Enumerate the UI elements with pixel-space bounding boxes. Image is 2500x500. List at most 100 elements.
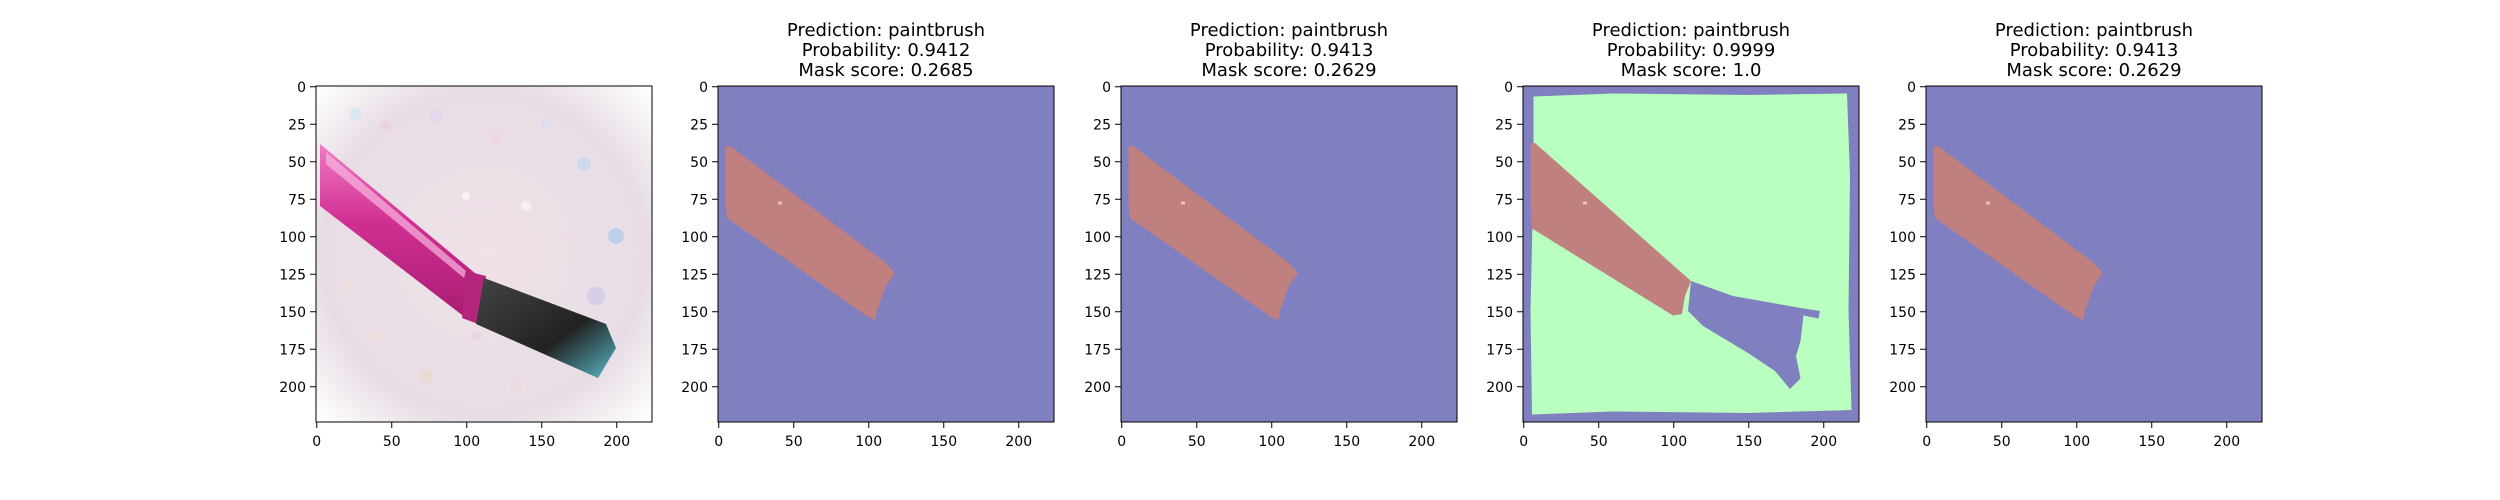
panel-title-line: Mask score: 1.0 [1621,60,1762,81]
y-tick-label: 100 [279,230,306,246]
y-tick-label: 50 [288,155,306,171]
y-tick-label: 50 [1898,155,1916,171]
x-tick-label: 150 [1333,434,1360,450]
y-tick-label: 75 [1093,192,1111,208]
x-tick-label: 150 [2138,434,2165,450]
y-tick-label: 175 [1084,342,1111,358]
x-tick-label: 50 [1590,434,1608,450]
axes-frame [1522,85,1860,423]
y-tick-label: 200 [1889,380,1916,396]
y-tick-label: 175 [1486,342,1513,358]
x-tick-label: 0 [1922,434,1931,450]
axes-frame [315,85,653,423]
panel-title-line: Prediction: paintbrush [787,20,985,41]
x-tick-label: 200 [1408,434,1435,450]
y-tick-label: 25 [288,117,306,133]
y-tick-label: 100 [1486,230,1513,246]
panel-title-line: Prediction: paintbrush [1592,20,1790,41]
mask-brush-region [1530,143,1691,316]
y-tick-label: 200 [1486,380,1513,396]
x-tick-label: 50 [1188,434,1206,450]
panel-title-line: Mask score: 0.2685 [798,60,973,81]
y-tick-label: 175 [279,342,306,358]
mask-background [1121,86,1457,422]
x-tick-label: 0 [1117,434,1126,450]
y-tick-label: 125 [681,267,708,283]
x-tick-label: 50 [383,434,401,450]
y-tick-label: 50 [1093,155,1111,171]
mask-speck [1986,201,1990,205]
panel-photo [315,85,653,423]
x-tick-label: 100 [1660,434,1687,450]
y-tick-label: 25 [1495,117,1513,133]
x-tick-label: 100 [2063,434,2090,450]
panel-mask-1 [717,85,1055,423]
x-tick-label: 100 [1258,434,1285,450]
y-tick-label: 150 [279,305,306,321]
panel-title-line: Probability: 0.9412 [802,40,971,61]
panel-mask-3 [1522,85,1860,423]
panel-title-line: Probability: 0.9413 [1205,40,1374,61]
y-tick-label: 75 [690,192,708,208]
x-tick-label: 200 [2213,434,2240,450]
x-tick-label: 0 [1519,434,1528,450]
paintbrush-bristles [476,278,616,378]
y-tick-label: 100 [681,230,708,246]
y-tick-label: 50 [690,155,708,171]
panel-mask-2 [1120,85,1458,423]
y-tick-label: 125 [1486,267,1513,283]
y-tick-label: 150 [1486,305,1513,321]
x-tick-label: 200 [1810,434,1837,450]
mask-background [1926,86,2262,422]
panel-title-line: Probability: 0.9999 [1607,40,1776,61]
panel-title-line: Prediction: paintbrush [1995,20,2193,41]
axes-frame [1120,85,1458,423]
y-tick-label: 200 [1084,380,1111,396]
y-tick-label: 150 [1084,305,1111,321]
axes-frame [717,85,1055,423]
mask-speck [1583,201,1587,205]
y-tick-label: 150 [1889,305,1916,321]
x-tick-label: 150 [1735,434,1762,450]
x-tick-label: 150 [528,434,555,450]
x-tick-label: 100 [453,434,480,450]
y-tick-label: 0 [1907,80,1916,96]
mask-background [718,86,1054,422]
y-tick-label: 175 [1889,342,1916,358]
y-tick-label: 75 [1898,192,1916,208]
x-tick-label: 200 [603,434,630,450]
y-tick-label: 25 [1898,117,1916,133]
mask-brush-region [1128,146,1298,320]
mask-brush-region [725,146,895,320]
x-tick-label: 100 [855,434,882,450]
y-tick-label: 75 [1495,192,1513,208]
x-tick-label: 50 [1993,434,2011,450]
y-tick-label: 125 [279,267,306,283]
glitter-bokeh [341,108,624,392]
panel-title-line: Mask score: 0.2629 [2006,60,2181,81]
y-tick-label: 150 [681,305,708,321]
panel-mask-4 [1925,85,2263,423]
y-tick-label: 100 [1889,230,1916,246]
mask-speck [1181,201,1185,205]
y-tick-label: 0 [297,80,306,96]
y-tick-label: 200 [279,380,306,396]
x-tick-label: 50 [785,434,803,450]
panel-title-line: Probability: 0.9413 [2010,40,2179,61]
y-tick-label: 75 [288,192,306,208]
x-tick-label: 200 [1005,434,1032,450]
mask-bristle-region [1688,281,1820,389]
y-tick-label: 200 [681,380,708,396]
y-tick-label: 125 [1889,267,1916,283]
y-tick-label: 0 [1102,80,1111,96]
x-tick-label: 0 [714,434,723,450]
y-tick-label: 25 [690,117,708,133]
panel-title-line: Mask score: 0.2629 [1201,60,1376,81]
x-tick-label: 0 [312,434,321,450]
x-tick-label: 150 [930,434,957,450]
